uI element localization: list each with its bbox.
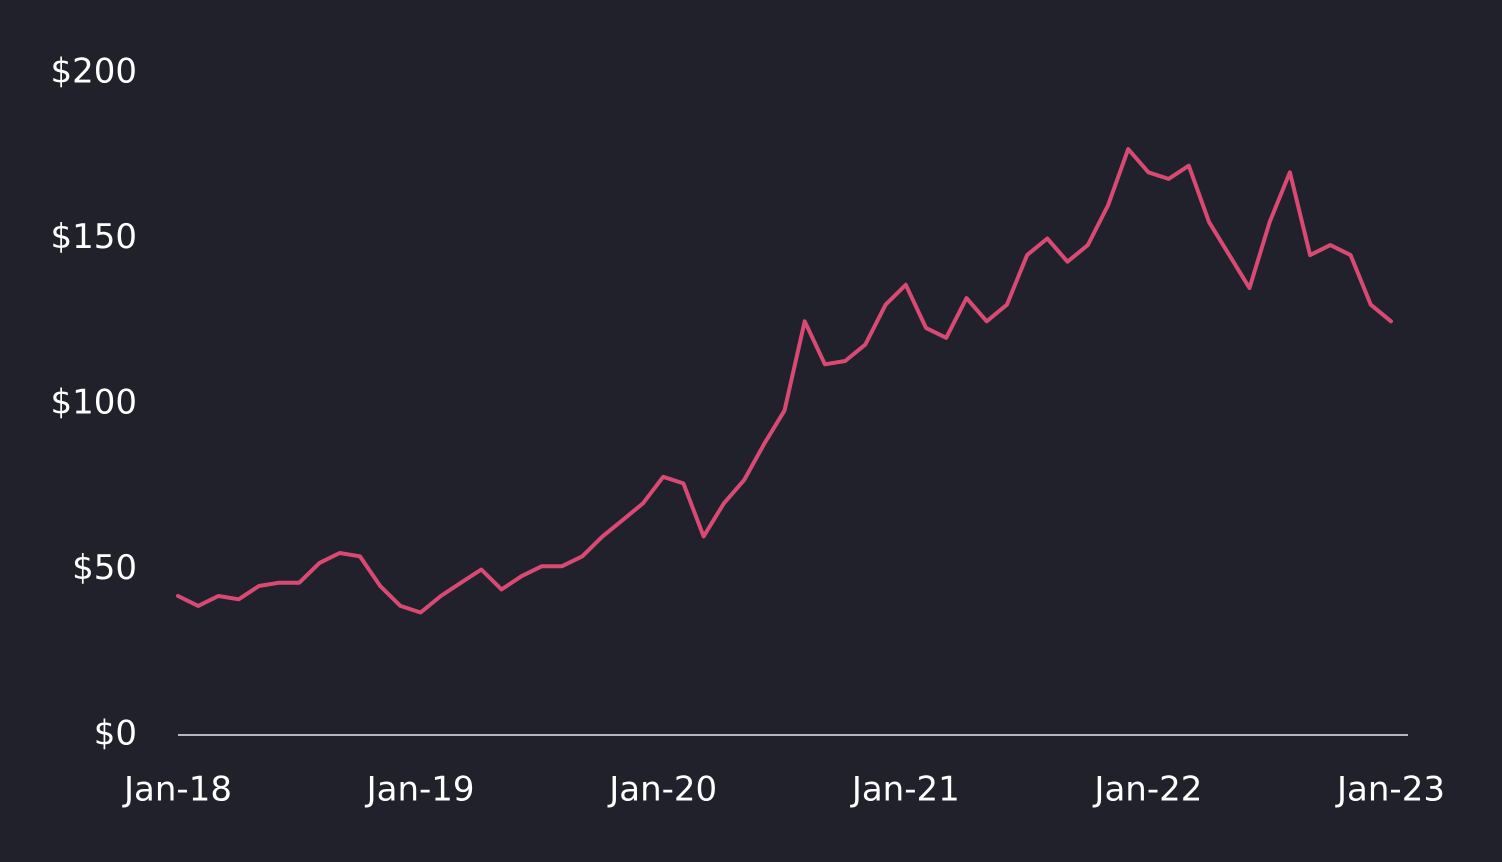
y-tick-label: $150: [50, 217, 137, 257]
x-tick-label: Jan-20: [607, 770, 717, 810]
x-tick-label: Jan-18: [122, 770, 232, 810]
y-tick-label: $0: [94, 714, 137, 754]
x-tick-label: Jan-21: [850, 770, 960, 810]
price-line: [176, 147, 1393, 615]
y-tick-label: $200: [50, 52, 137, 92]
y-tick-label: $100: [50, 383, 137, 423]
x-tick-label: Jan-22: [1092, 770, 1202, 810]
y-tick-label: $50: [72, 548, 137, 588]
x-tick-label: Jan-19: [365, 770, 475, 810]
x-tick-label: Jan-23: [1335, 770, 1445, 810]
